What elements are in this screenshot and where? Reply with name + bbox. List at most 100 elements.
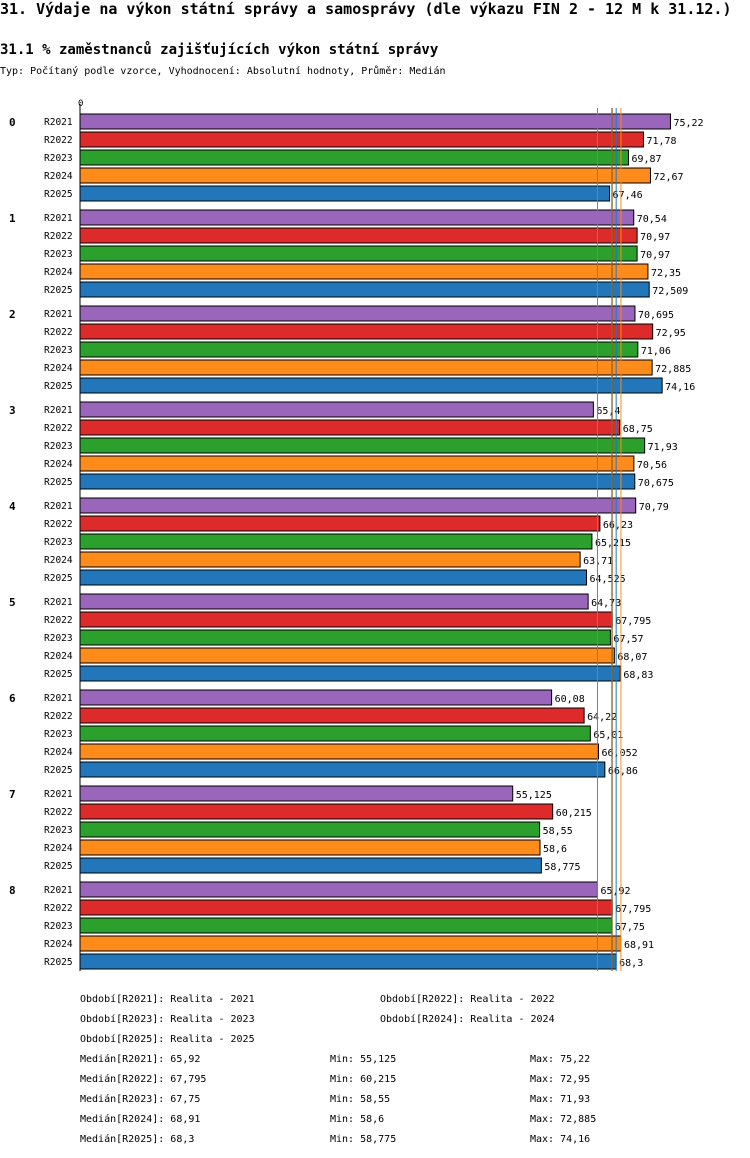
bar-r2024-5 [79, 647, 615, 664]
bar-r2025-4 [79, 569, 588, 586]
series-row-label: R2022 [44, 903, 73, 914]
series-row-label: R2025 [44, 669, 73, 680]
data-label: 74,16 [665, 382, 695, 393]
series-row-label: R2021 [44, 117, 73, 128]
series-row-label: R2025 [44, 381, 73, 392]
series-row-label: R2022 [44, 807, 73, 818]
bar-r2023-1 [79, 245, 638, 262]
bar-r2021-3 [79, 401, 594, 418]
data-label: 70,695 [638, 310, 674, 321]
data-label: 58,775 [544, 862, 580, 873]
chart-type-line: Typ: Počítaný podle vzorce, Vyhodnocení:… [0, 66, 446, 77]
data-label: 63,71 [583, 556, 613, 567]
max-r2021: Max: 75,22 [530, 1054, 591, 1065]
max-r2023: Max: 71,93 [530, 1094, 591, 1105]
series-row-label: R2023 [44, 249, 73, 260]
bar-r2023-2 [79, 341, 639, 358]
bar-r2021-2 [79, 305, 636, 322]
bar-r2025-7 [79, 857, 542, 874]
series-row-label: R2023 [44, 921, 73, 932]
bar-r2023-7 [79, 821, 541, 838]
bar-r2023-5 [79, 629, 611, 646]
series-row-label: R2024 [44, 747, 73, 758]
series-row-label: R2022 [44, 615, 73, 626]
series-row-label: R2021 [44, 405, 73, 416]
data-label: 67,795 [615, 904, 651, 915]
bar-r2023-0 [79, 149, 629, 166]
series-row-label: R2021 [44, 885, 73, 896]
series-row-label: R2023 [44, 441, 73, 452]
data-label: 70,97 [640, 250, 670, 261]
category-label-3: 3 [9, 404, 16, 417]
series-row-label: R2025 [44, 189, 73, 200]
legend-period-r2021: Období[R2021]: Realita - 2021 [80, 994, 255, 1005]
axis-zero-label: 0 [78, 99, 83, 109]
data-label: 67,795 [615, 616, 651, 627]
series-row-label: R2023 [44, 825, 73, 836]
series-row-label: R2025 [44, 573, 73, 584]
legend-period-r2023: Období[R2023]: Realita - 2023 [80, 1014, 255, 1025]
series-row-label: R2022 [44, 519, 73, 530]
bar-r2024-1 [79, 263, 649, 280]
bar-r2022-0 [79, 131, 644, 148]
bar-r2025-3 [79, 473, 636, 490]
series-row-label: R2024 [44, 843, 73, 854]
data-label: 68,83 [623, 670, 653, 681]
series-row-label: R2024 [44, 555, 73, 566]
max-r2022: Max: 72,95 [530, 1074, 591, 1085]
data-label: 70,56 [637, 460, 667, 471]
series-row-label: R2025 [44, 765, 73, 776]
category-label-8: 8 [9, 884, 16, 897]
series-row-label: R2023 [44, 345, 73, 356]
bar-r2024-8 [79, 935, 622, 952]
median-r2025: Medián[R2025]: 68,3 [80, 1134, 195, 1145]
category-label-6: 6 [9, 692, 16, 705]
data-label: 58,55 [543, 826, 573, 837]
series-row-label: R2025 [44, 477, 73, 488]
series-row-label: R2021 [44, 309, 73, 320]
bar-r2021-4 [79, 497, 637, 514]
bar-r2023-4 [79, 533, 593, 550]
page-title: 31. Výdaje na výkon státní správy a samo… [0, 0, 732, 18]
series-row-label: R2024 [44, 939, 73, 950]
data-label: 68,75 [623, 424, 653, 435]
series-row-label: R2023 [44, 633, 73, 644]
series-row-label: R2022 [44, 327, 73, 338]
bar-r2021-8 [79, 881, 598, 898]
bar-r2025-1 [79, 281, 650, 298]
data-label: 68,91 [624, 940, 654, 951]
legend-period-r2025: Období[R2025]: Realita - 2025 [80, 1034, 255, 1045]
bar-r2021-6 [79, 689, 553, 706]
data-label: 64,73 [591, 598, 621, 609]
series-row-label: R2022 [44, 423, 73, 434]
category-label-4: 4 [9, 500, 16, 513]
series-row-label: R2024 [44, 651, 73, 662]
series-row-label: R2025 [44, 285, 73, 296]
series-row-label: R2024 [44, 171, 73, 182]
series-row-label: R2024 [44, 267, 73, 278]
bar-r2024-7 [79, 839, 541, 856]
bar-r2022-2 [79, 323, 654, 340]
data-label: 72,885 [655, 364, 691, 375]
median-r2021: Medián[R2021]: 65,92 [80, 1054, 201, 1065]
bar-r2024-2 [79, 359, 653, 376]
category-label-2: 2 [9, 308, 16, 321]
data-label: 71,93 [648, 442, 678, 453]
bar-r2025-5 [79, 665, 621, 682]
series-row-label: R2025 [44, 957, 73, 968]
series-row-label: R2022 [44, 231, 73, 242]
data-label: 71,78 [646, 136, 676, 147]
series-row-label: R2023 [44, 537, 73, 548]
data-label: 72,67 [653, 172, 683, 183]
data-label: 67,46 [613, 190, 643, 201]
data-label: 70,675 [638, 478, 674, 489]
bar-chart: 0 0 R2021 75,22 R2022 71,78 R2023 69,87 R2024 72,… [9, 99, 704, 971]
data-label: 70,97 [640, 232, 670, 243]
median-r2022: Medián[R2022]: 67,795 [80, 1074, 207, 1085]
bar-r2025-6 [79, 761, 606, 778]
bar-r2024-0 [79, 167, 651, 184]
data-label: 68,3 [619, 958, 643, 969]
series-row-label: R2024 [44, 363, 73, 374]
data-label: 70,54 [637, 214, 667, 225]
data-label: 55,125 [516, 790, 552, 801]
